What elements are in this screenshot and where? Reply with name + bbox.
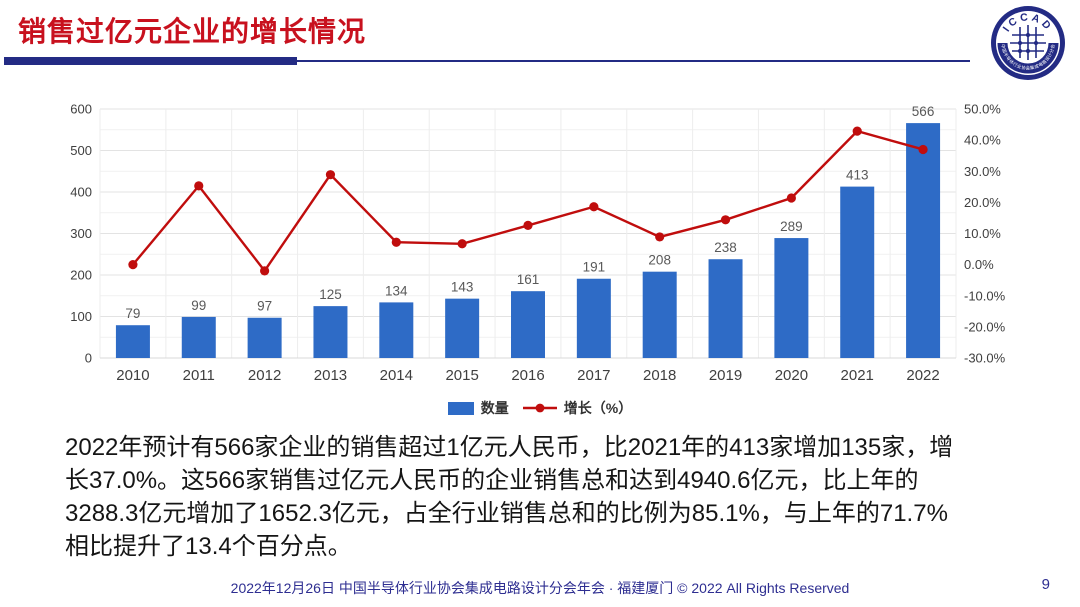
legend-item-line: 增长（%） xyxy=(522,398,633,418)
bar-value-label: 143 xyxy=(451,280,474,295)
bar-value-label: 134 xyxy=(385,283,408,298)
left-axis-tick-label: 200 xyxy=(70,268,92,283)
right-axis-tick-label: 30.0% xyxy=(964,164,1001,179)
x-axis-tick-label: 2012 xyxy=(248,367,281,384)
line-series-label: 增长（%） xyxy=(563,400,633,416)
bar-2020 xyxy=(774,238,809,358)
title-underline-thin xyxy=(297,60,970,62)
bar-series-swatch xyxy=(447,401,474,415)
bar-2012 xyxy=(247,317,282,358)
title-underline-thick xyxy=(4,57,297,65)
x-axis-tick-label: 2020 xyxy=(775,367,808,384)
growth-point-2021 xyxy=(852,126,862,136)
body-line: 长37.0%。这566家销售过亿元人民币的企业销售总和达到4940.6亿元，比上… xyxy=(65,467,919,494)
bar-value-label: 191 xyxy=(583,260,606,275)
bar-2015 xyxy=(445,298,480,358)
left-axis-tick-label: 400 xyxy=(70,185,92,200)
body-paragraph: 2022年预计有566家企业的销售超过1亿元人民币，比2021年的413家增加1… xyxy=(65,431,1017,563)
x-axis-tick-label: 2015 xyxy=(445,367,478,384)
left-axis-tick-label: 300 xyxy=(70,226,92,241)
bar-2010 xyxy=(115,325,150,358)
bar-2017 xyxy=(576,278,611,358)
line-series-marker-icon xyxy=(522,403,557,413)
page-number: 9 xyxy=(1041,576,1050,593)
growth-point-2017 xyxy=(589,202,599,212)
left-axis-tick-label: 100 xyxy=(70,309,92,324)
bar-2013 xyxy=(313,306,348,358)
growth-point-2012 xyxy=(260,266,270,276)
x-axis-tick-label: 2016 xyxy=(511,367,544,384)
bar-value-label: 413 xyxy=(846,168,869,183)
bar-value-label: 161 xyxy=(517,272,540,287)
body-line: 3288.3亿元增加了1652.3亿元，占全行业销售总和的比例为85.1%，与上… xyxy=(65,500,948,527)
right-axis-tick-label: 50.0% xyxy=(964,102,1001,117)
right-axis-tick-label: 20.0% xyxy=(964,195,1001,210)
x-axis-tick-label: 2019 xyxy=(709,367,742,384)
x-axis-tick-label: 2011 xyxy=(183,367,215,384)
right-axis-tick-label: -30.0% xyxy=(964,351,1006,366)
bar-value-label: 566 xyxy=(912,104,935,119)
bar-2018 xyxy=(642,271,677,358)
bar-value-label: 208 xyxy=(648,253,671,268)
bar-2014 xyxy=(379,302,414,358)
growth-point-2014 xyxy=(391,237,401,247)
bar-series-label: 数量 xyxy=(480,400,509,416)
left-axis-tick-label: 500 xyxy=(70,143,92,158)
growth-point-2018 xyxy=(655,232,665,242)
left-axis-tick-label: 0 xyxy=(85,351,92,366)
left-axis-tick-label: 600 xyxy=(70,102,92,117)
bar-2011 xyxy=(181,316,216,358)
footer-text: 2022年12月26日 中国半导体行业协会集成电路设计分会年会 · 福建厦门 ©… xyxy=(230,580,850,596)
growth-point-2016 xyxy=(523,220,533,231)
growth-point-2013 xyxy=(325,170,336,180)
right-axis-tick-label: -20.0% xyxy=(964,319,1006,334)
growth-point-2010 xyxy=(128,260,138,270)
bar-2021 xyxy=(840,186,875,358)
bar-2022 xyxy=(906,123,941,358)
right-axis-tick-label: -10.0% xyxy=(964,288,1006,303)
x-axis-tick-label: 2010 xyxy=(116,367,149,384)
x-axis-tick-label: 2018 xyxy=(643,367,676,384)
growth-point-2015 xyxy=(457,239,467,249)
x-axis-tick-label: 2021 xyxy=(841,367,874,384)
growth-point-2022 xyxy=(918,144,928,155)
chart-legend: 数量 增长（%） xyxy=(0,398,1080,418)
x-axis-tick-label: 2014 xyxy=(380,367,413,384)
right-axis-tick-label: 10.0% xyxy=(964,226,1001,241)
bar-value-label: 289 xyxy=(780,219,803,234)
right-axis-tick-label: 40.0% xyxy=(964,133,1001,148)
body-line: 相比提升了13.4个百分点。 xyxy=(65,533,352,560)
growth-point-2019 xyxy=(720,215,731,225)
page-title: 销售过亿元企业的增长情况 xyxy=(18,16,367,47)
growth-point-2011 xyxy=(194,181,204,191)
x-axis-tick-label: 2017 xyxy=(577,367,610,384)
bar-value-label: 79 xyxy=(125,306,140,321)
bar-value-label: 97 xyxy=(257,299,272,314)
iccad-logo: ICCAD 中国半导体行业协会集成电路设计分会 xyxy=(991,6,1065,80)
logo-circuit-dots xyxy=(1017,32,1039,54)
bar-2016 xyxy=(511,291,545,358)
bar-value-label: 238 xyxy=(714,240,737,255)
legend-item-bar: 数量 xyxy=(447,398,509,418)
logo-bottom-band xyxy=(997,42,1059,74)
x-axis-tick-label: 2022 xyxy=(906,367,939,384)
right-axis-tick-label: 0.0% xyxy=(964,257,994,272)
bar-value-label: 125 xyxy=(319,287,342,302)
bar-value-label: 99 xyxy=(191,298,206,313)
body-line: 2022年预计有566家企业的销售超过1亿元人民币，比2021年的413家增加1… xyxy=(65,434,954,461)
combo-chart: 79 2010 99 2011 97 2012 125 2013 134 2014 143 2015 1… xyxy=(70,102,1006,385)
growth-point-2020 xyxy=(786,193,796,203)
bar-2019 xyxy=(708,259,743,358)
x-axis-tick-label: 2013 xyxy=(314,367,347,384)
